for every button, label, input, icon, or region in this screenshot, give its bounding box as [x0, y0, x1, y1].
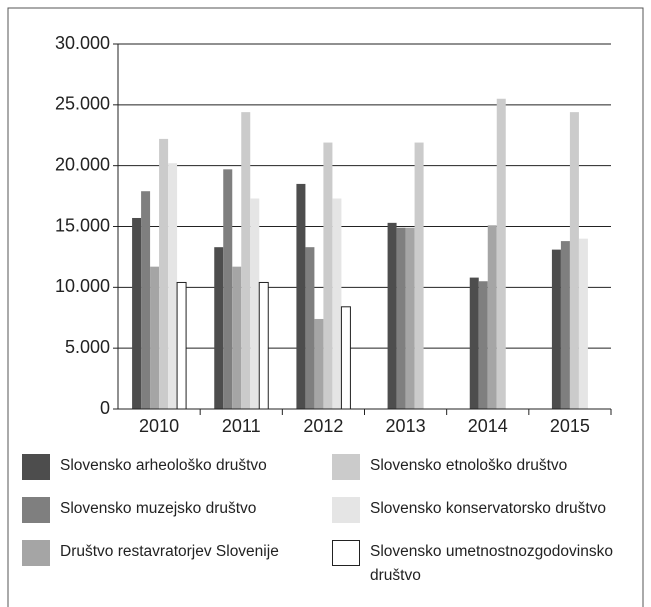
y-tick-label: 15.000	[55, 215, 110, 235]
legend-item: Društvo restavratorjev Slovenije	[22, 540, 335, 566]
bar	[250, 198, 260, 409]
bar	[478, 281, 488, 409]
bar	[223, 169, 233, 409]
bar	[496, 98, 506, 409]
bar	[323, 142, 333, 410]
y-tick-label: 30.000	[55, 33, 110, 53]
legend-swatch	[332, 540, 360, 566]
x-tick-label: 2015	[550, 416, 590, 436]
bar	[141, 191, 151, 409]
bar	[241, 112, 251, 409]
bar	[258, 281, 269, 410]
bar	[487, 225, 497, 409]
legend-swatch	[22, 497, 50, 523]
bar	[232, 266, 242, 409]
x-tick-label: 2011	[222, 416, 261, 436]
legend-label: Slovensko konservatorsko društvo	[370, 500, 607, 517]
bar	[296, 183, 306, 409]
bar	[387, 222, 397, 409]
bar	[214, 247, 224, 409]
legend-swatch	[22, 454, 50, 480]
bar	[414, 142, 424, 410]
legend-item: Slovensko arheološko društvo	[22, 454, 335, 480]
legend-swatch	[22, 540, 50, 566]
bar	[305, 247, 315, 409]
bar	[405, 227, 415, 409]
y-tick-label: 5.000	[65, 337, 110, 357]
legend-item: Slovensko umetnostnozgodovinsko društvo	[332, 540, 645, 588]
legend-label: Slovensko muzejsko društvo	[60, 500, 257, 517]
legend-item: Slovensko konservatorsko društvo	[332, 497, 645, 523]
bar	[396, 227, 406, 409]
legend-item: Slovensko muzejsko društvo	[22, 497, 335, 523]
legend-label: Slovensko etnološko društvo	[370, 457, 568, 474]
bar	[551, 249, 561, 409]
bar	[340, 306, 351, 410]
bar	[132, 217, 142, 409]
legend-item: Slovensko etnološko društvo	[332, 454, 645, 480]
y-tick-label: 20.000	[55, 154, 110, 174]
frame	[7, 7, 644, 607]
bar	[159, 138, 169, 409]
x-tick-label: 2010	[139, 416, 179, 436]
bar	[569, 112, 579, 409]
y-tick-label: 0	[100, 398, 110, 418]
bar	[560, 241, 570, 409]
bar	[469, 277, 479, 409]
x-tick-label: 2013	[386, 416, 426, 436]
bar	[150, 266, 160, 409]
legend-swatch	[332, 454, 360, 480]
bar	[578, 238, 588, 409]
bar	[332, 198, 342, 409]
y-tick-label: 10.000	[55, 276, 110, 296]
legend-label: Slovensko umetnostnozgodovinsko društvo	[370, 543, 613, 584]
bar	[314, 318, 324, 409]
x-tick-label: 2014	[468, 416, 508, 436]
legend-label: Društvo restavratorjev Slovenije	[60, 543, 279, 560]
legend-label: Slovensko arheološko društvo	[60, 457, 267, 474]
y-tick-label: 25.000	[55, 94, 110, 114]
x-tick-label: 2012	[303, 416, 343, 436]
bar	[168, 163, 178, 409]
legend-swatch	[332, 497, 360, 523]
bar	[176, 281, 187, 410]
